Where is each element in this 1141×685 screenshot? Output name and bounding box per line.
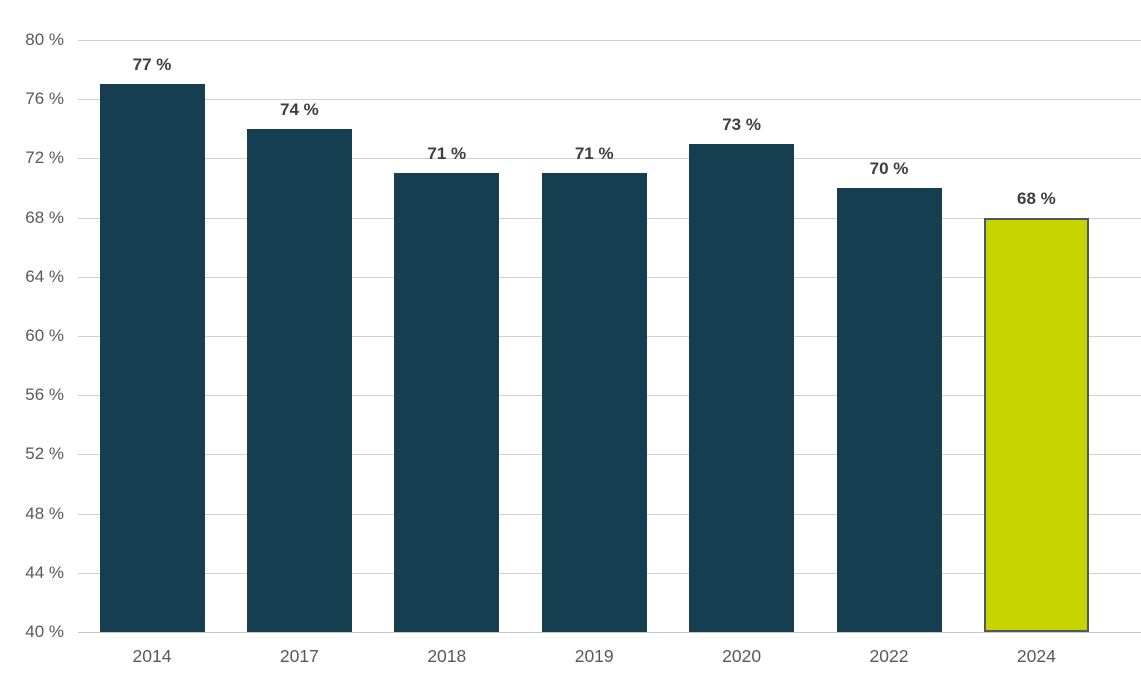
x-tick-label: 2019 (574, 646, 614, 666)
y-tick-label: 60 % (25, 326, 64, 345)
x-tick-label: 2024 (1016, 646, 1056, 666)
bar-value-label: 71 % (427, 144, 467, 164)
bar-2014 (99, 84, 205, 632)
y-tick-label: 68 % (25, 207, 64, 227)
bar-2019 (541, 173, 647, 632)
y-tick-label: 52 % (25, 444, 64, 464)
bar-value-label: 70 % (869, 159, 909, 178)
bar-value-label: 77 % (132, 55, 172, 75)
y-tick-label: 44 % (25, 562, 64, 582)
x-tick-label: 2022 (869, 646, 909, 666)
y-tick-label: 64 % (25, 266, 64, 286)
x-axis-line (78, 632, 1141, 633)
bar-value-label: 71 % (574, 144, 614, 164)
y-tick-label: 48 % (25, 503, 64, 523)
bar-value-label: 68 % (1017, 188, 1056, 208)
x-tick-label: 2014 (132, 646, 172, 666)
bar-value-label: 73 % (722, 114, 761, 134)
x-tick-label: 2018 (427, 646, 467, 666)
y-tick-label: 80 % (25, 30, 64, 49)
bar-2017 (246, 128, 352, 632)
bar-2020 (689, 143, 795, 632)
y-tick-label: 40 % (25, 622, 64, 641)
gridline (78, 99, 1141, 101)
y-tick-label: 72 % (25, 148, 64, 168)
bar-2022 (836, 188, 942, 632)
bar-2024 (983, 217, 1089, 632)
gridline (78, 40, 1141, 41)
x-tick-label: 2020 (722, 646, 762, 666)
y-tick-label: 56 % (25, 385, 64, 405)
y-tick-label: 76 % (25, 89, 64, 109)
bar-2018 (394, 173, 500, 632)
bar-value-label: 74 % (280, 99, 319, 119)
x-tick-label: 2017 (279, 646, 319, 666)
